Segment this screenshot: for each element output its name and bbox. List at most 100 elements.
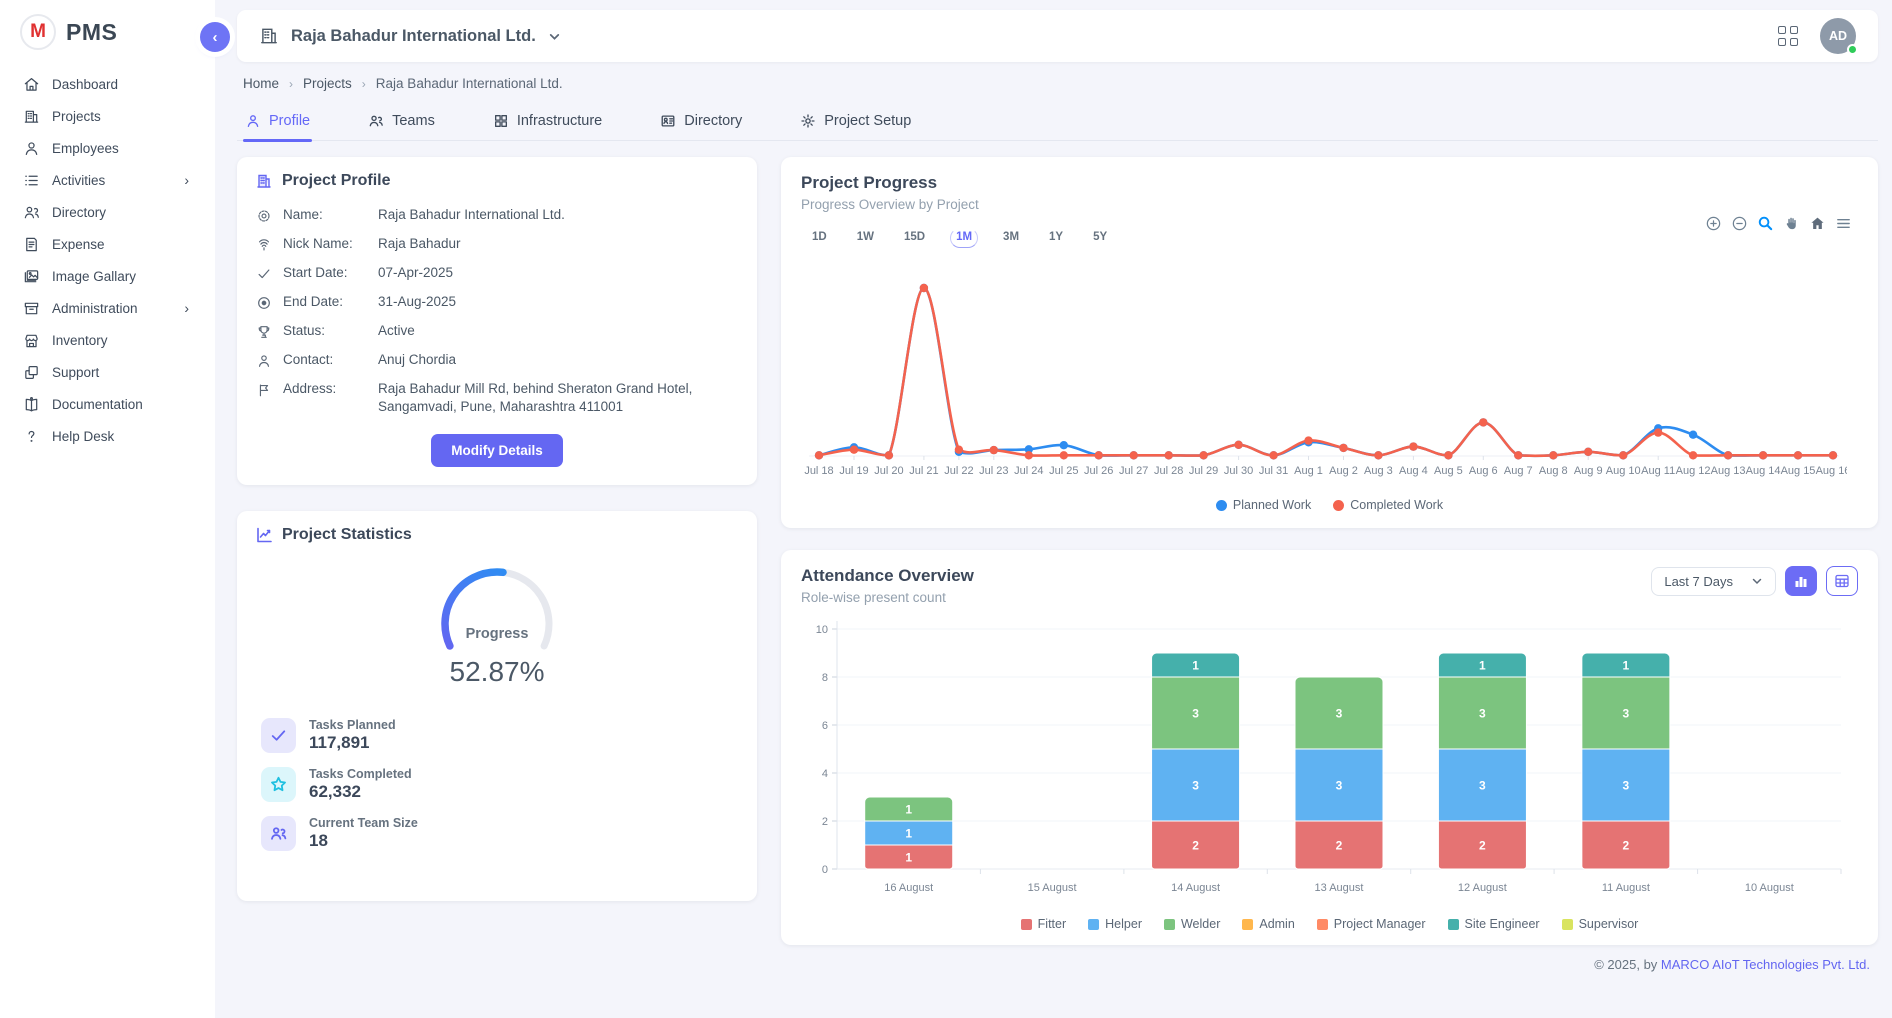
person-icon [22, 139, 40, 157]
sidebar-item-help-desk[interactable]: Help Desk [0, 420, 215, 452]
range-1d[interactable]: 1D [807, 229, 832, 247]
trophy-icon [255, 323, 273, 341]
legend-item[interactable]: Fitter [1021, 917, 1066, 931]
svg-text:2: 2 [1336, 839, 1343, 853]
copyright-text: © 2025, by [1594, 957, 1661, 972]
sidebar-item-dashboard[interactable]: Dashboard [0, 68, 215, 100]
tab-infrastructure[interactable]: Infrastructure [491, 105, 604, 140]
app-logo: M PMS [0, 0, 215, 60]
tab-directory[interactable]: Directory [658, 105, 744, 140]
range-1y[interactable]: 1Y [1044, 229, 1068, 247]
gear-icon [800, 113, 816, 129]
date-range-select[interactable]: Last 7 Days [1651, 567, 1776, 596]
people-icon [368, 113, 384, 129]
breadcrumb-projects[interactable]: Projects [303, 76, 352, 91]
svg-text:1: 1 [1623, 659, 1630, 673]
svg-text:2: 2 [1479, 839, 1486, 853]
company-selector[interactable]: Raja Bahadur International Ltd. [259, 26, 561, 46]
svg-text:Jul 21: Jul 21 [909, 465, 938, 477]
sidebar-collapse-button[interactable]: ‹ [200, 22, 230, 52]
sidebar-item-employees[interactable]: Employees [0, 132, 215, 164]
sidebar: M PMS Dashboard Projects Employees Activ… [0, 0, 215, 1018]
record-circle-icon [255, 294, 273, 312]
building-icon [22, 107, 40, 125]
tab-profile[interactable]: Profile [243, 105, 312, 140]
sidebar-item-expense[interactable]: Expense [0, 228, 215, 260]
logo-m-icon: M [20, 14, 56, 50]
zoom-in-icon[interactable] [1705, 215, 1722, 232]
chevron-right-icon: › [184, 300, 189, 316]
main-content: Raja Bahadur International Ltd. AD Home … [215, 0, 1892, 1018]
bar-chart-view-button[interactable] [1785, 566, 1817, 596]
modify-details-button[interactable]: Modify Details [431, 434, 563, 467]
table-icon [1834, 573, 1850, 589]
legend-item[interactable]: Welder [1164, 917, 1220, 931]
table-view-button[interactable] [1826, 566, 1858, 596]
sidebar-item-inventory[interactable]: Inventory [0, 324, 215, 356]
svg-text:3: 3 [1623, 707, 1630, 721]
legend-item[interactable]: Supervisor [1562, 917, 1639, 931]
svg-text:Jul 19: Jul 19 [839, 465, 868, 477]
chart-line-icon [255, 526, 273, 544]
svg-text:2: 2 [1192, 839, 1199, 853]
archive-icon [22, 299, 40, 317]
company-link[interactable]: MARCO AIoT Technologies Pvt. Ltd. [1661, 957, 1870, 972]
bar-chart-legend: Fitter Helper Welder Admin Project Manager Si… [801, 917, 1858, 935]
svg-text:3: 3 [1192, 779, 1199, 793]
sidebar-item-administration[interactable]: Administration › [0, 292, 215, 324]
menu-icon[interactable] [1835, 215, 1852, 232]
svg-text:Jul 29: Jul 29 [1189, 465, 1218, 477]
range-5y[interactable]: 5Y [1088, 229, 1112, 247]
legend-item[interactable]: Project Manager [1317, 917, 1426, 931]
tab-teams[interactable]: Teams [366, 105, 437, 140]
svg-text:13 August: 13 August [1315, 882, 1364, 894]
profile-field-status: Status: Active [255, 322, 739, 341]
svg-text:Aug 1: Aug 1 [1294, 465, 1323, 477]
sidebar-item-projects[interactable]: Projects [0, 100, 215, 132]
svg-text:Jul 24: Jul 24 [1014, 465, 1043, 477]
legend-item[interactable]: Admin [1242, 917, 1294, 931]
home-icon[interactable] [1809, 215, 1826, 232]
sidebar-item-support[interactable]: Support [0, 356, 215, 388]
image-icon [22, 267, 40, 285]
home-icon [22, 75, 40, 93]
svg-text:Jul 20: Jul 20 [874, 465, 903, 477]
legend-item[interactable]: Helper [1088, 917, 1142, 931]
apps-grid-icon[interactable] [1778, 26, 1798, 46]
range-1m[interactable]: 1M [950, 228, 978, 248]
breadcrumb-home[interactable]: Home [243, 76, 279, 91]
project-progress-card: Project Progress Progress Overview by Pr… [781, 157, 1878, 528]
card-title: Attendance Overview [801, 566, 974, 586]
sidebar-item-image-gallery[interactable]: Image Gallary [0, 260, 215, 292]
book-icon [22, 395, 40, 413]
sidebar-item-directory[interactable]: Directory [0, 196, 215, 228]
range-1w[interactable]: 1W [852, 229, 879, 247]
svg-text:Aug 11: Aug 11 [1641, 465, 1675, 477]
tab-project-setup[interactable]: Project Setup [798, 105, 913, 140]
svg-text:Jul 31: Jul 31 [1259, 465, 1288, 477]
svg-text:3: 3 [1479, 779, 1486, 793]
svg-text:11 August: 11 August [1602, 882, 1650, 894]
profile-field-nickname: Nick Name: Raja Bahadur [255, 235, 739, 254]
people-icon [22, 203, 40, 221]
legend-item[interactable]: Site Engineer [1448, 917, 1540, 931]
fingerprint-icon [255, 236, 273, 254]
range-15d[interactable]: 15D [899, 229, 930, 247]
range-3m[interactable]: 3M [998, 229, 1024, 247]
legend-item[interactable]: Completed Work [1333, 498, 1443, 512]
legend-item[interactable]: Planned Work [1216, 498, 1311, 512]
zoom-out-icon[interactable] [1731, 215, 1748, 232]
avatar[interactable]: AD [1820, 18, 1856, 54]
stat-team-size: Current Team Size 18 [261, 816, 739, 851]
svg-text:2: 2 [1623, 839, 1630, 853]
avatar-initials: AD [1829, 29, 1847, 43]
pan-hand-icon[interactable] [1783, 215, 1800, 232]
question-icon [22, 427, 40, 445]
card-title: Project Progress [801, 173, 1858, 193]
selection-zoom-icon[interactable] [1757, 215, 1774, 232]
svg-text:1: 1 [905, 803, 912, 817]
card-subtitle: Progress Overview by Project [801, 197, 1858, 212]
sidebar-item-documentation[interactable]: Documentation [0, 388, 215, 420]
sidebar-item-activities[interactable]: Activities › [0, 164, 215, 196]
id-card-icon [660, 113, 676, 129]
